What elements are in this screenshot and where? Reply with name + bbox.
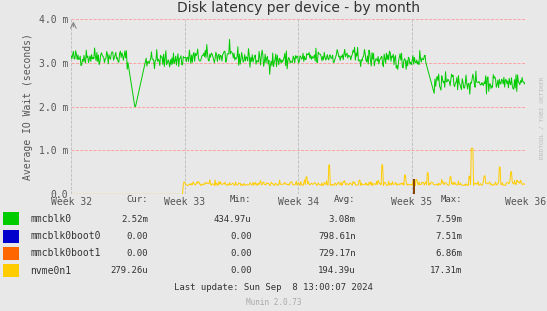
Text: 7.59m: 7.59m [435,215,462,224]
Text: 0.00: 0.00 [230,266,252,275]
Text: 798.61n: 798.61n [318,232,356,241]
Text: 279.26u: 279.26u [110,266,148,275]
Text: 0.00: 0.00 [230,249,252,258]
Text: 6.86m: 6.86m [435,249,462,258]
Text: mmcblk0boot1: mmcblk0boot1 [30,248,101,258]
Text: 194.39u: 194.39u [318,266,356,275]
Text: 2.52m: 2.52m [121,215,148,224]
Text: Max:: Max: [441,195,462,204]
Y-axis label: Average IO Wait (seconds): Average IO Wait (seconds) [24,33,33,180]
Text: Min:: Min: [230,195,252,204]
Bar [412,179,415,194]
Title: Disk latency per device - by month: Disk latency per device - by month [177,1,420,15]
Text: 7.51m: 7.51m [435,232,462,241]
Text: nvme0n1: nvme0n1 [30,266,71,276]
Text: Avg:: Avg: [334,195,356,204]
Text: mmcblk0boot0: mmcblk0boot0 [30,231,101,241]
Text: 17.31m: 17.31m [430,266,462,275]
Text: 0.00: 0.00 [126,232,148,241]
Text: Munin 2.0.73: Munin 2.0.73 [246,298,301,307]
Text: 3.08m: 3.08m [329,215,356,224]
Text: 434.97u: 434.97u [214,215,252,224]
Text: 0.00: 0.00 [230,232,252,241]
Text: Cur:: Cur: [126,195,148,204]
Text: 0.00: 0.00 [126,249,148,258]
Text: Last update: Sun Sep  8 13:00:07 2024: Last update: Sun Sep 8 13:00:07 2024 [174,283,373,292]
Text: mmcblk0: mmcblk0 [30,214,71,224]
Text: 729.17n: 729.17n [318,249,356,258]
Text: RRDTOOL / TOBI OETIKER: RRDTOOL / TOBI OETIKER [539,77,544,160]
